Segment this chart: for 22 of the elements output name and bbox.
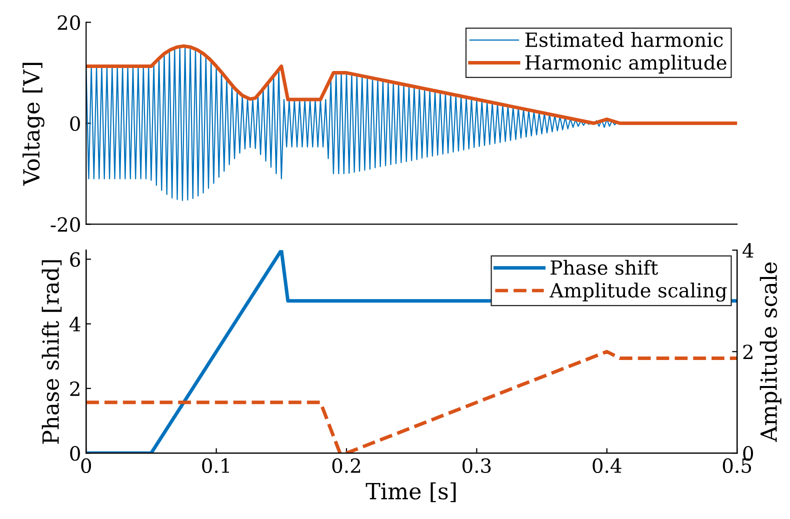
y2-tick-label: 2 bbox=[743, 344, 752, 360]
x-axis-title: Time [s] bbox=[366, 482, 456, 502]
x-tick-label: 0.2 bbox=[332, 458, 360, 473]
y-tick-label: 2 bbox=[70, 381, 80, 396]
x-tick-label: 0.1 bbox=[202, 458, 229, 473]
y-tick-label: 0 bbox=[70, 446, 80, 461]
y-tick-label: 20 bbox=[58, 15, 80, 30]
x-tick-label: 0 bbox=[81, 458, 92, 473]
y-tick-label: 4 bbox=[69, 316, 80, 332]
legend-label: Phase shift bbox=[550, 260, 658, 275]
legend-label: Amplitude scaling bbox=[550, 282, 727, 302]
legend-label: Estimated harmonic bbox=[525, 32, 723, 48]
legend-label: Harmonic amplitude bbox=[525, 54, 726, 74]
y-tick-label: 6 bbox=[70, 252, 80, 267]
x-tick-label: 0.4 bbox=[592, 458, 622, 473]
y-axis-title: Voltage [V] bbox=[22, 62, 44, 186]
y-tick-label: -20 bbox=[50, 217, 80, 232]
y-axis-title: Phase shift [rad] bbox=[42, 260, 62, 444]
y2-axis-title: Amplitude scale bbox=[760, 262, 782, 442]
y-tick-label: 0 bbox=[70, 116, 80, 131]
y2-tick-label: 4 bbox=[742, 243, 754, 258]
x-tick-label: 0.3 bbox=[462, 458, 491, 473]
